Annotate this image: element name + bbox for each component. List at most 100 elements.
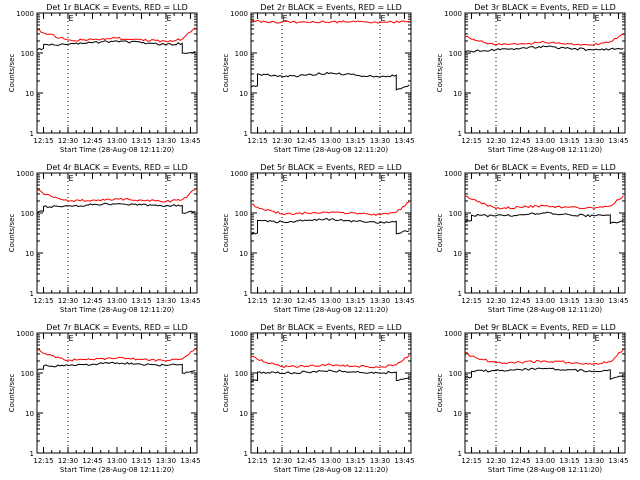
x-tick-label: 13:30: [584, 297, 604, 305]
x-axis-label: Start Time (28-Aug-08 12:11:20): [60, 466, 174, 474]
detector-panel: Det 4r BLACK = Events, RED = LLD 1 10 100 10…: [8, 163, 201, 314]
y-tick-label: 10: [239, 90, 248, 98]
event-marker-label: E: [496, 334, 501, 343]
events-series-line: [36, 202, 196, 214]
y-axis-label: Counts/sec: [8, 54, 16, 93]
x-tick-label: 12:15: [33, 137, 53, 145]
y-tick-label: 1: [458, 290, 462, 298]
x-tick-label: 13:30: [584, 137, 604, 145]
x-tick-label: 13:45: [608, 137, 628, 145]
y-axis-label: Counts/sec: [436, 214, 444, 253]
x-tick-label: 13:45: [180, 297, 200, 305]
x-tick-label: 12:30: [486, 457, 506, 465]
x-tick-label: 12:15: [33, 457, 53, 465]
event-marker-label: E: [496, 14, 501, 23]
x-tick-label: 13:00: [535, 137, 555, 145]
y-tick-label: 10: [239, 250, 248, 258]
x-tick-label: 12:45: [82, 457, 102, 465]
x-tick-label: 13:45: [394, 297, 414, 305]
panel-title: Det 9r BLACK = Events, RED = LLD: [474, 323, 616, 332]
plot-frame: [36, 332, 198, 454]
lld-series-line: [464, 34, 624, 46]
events-series-line: [36, 40, 196, 54]
events-series-line: [250, 369, 410, 383]
y-tick-label: 100: [235, 370, 248, 378]
x-tick-label: 13:15: [345, 457, 365, 465]
x-tick-label: 12:30: [272, 297, 292, 305]
x-tick-label: 13:45: [608, 297, 628, 305]
panel-title: Det 8r BLACK = Events, RED = LLD: [260, 323, 402, 332]
x-tick-label: 13:45: [608, 457, 628, 465]
x-axis-label: Start Time (28-Aug-08 12:11:20): [488, 466, 602, 474]
x-tick-label: 12:30: [58, 137, 78, 145]
y-axis-label: Counts/sec: [222, 54, 230, 93]
y-tick-label: 100: [449, 50, 462, 58]
lld-series-line: [250, 354, 410, 369]
plot-frame: [250, 332, 412, 454]
detector-panel: Det 8r BLACK = Events, RED = LLD 1 10 100 10…: [222, 323, 415, 474]
event-marker-label: E: [166, 334, 171, 343]
y-tick-label: 1000: [230, 170, 248, 178]
x-tick-label: 13:00: [321, 137, 341, 145]
x-axis-label: Start Time (28-Aug-08 12:11:20): [60, 306, 174, 314]
y-tick-label: 1: [244, 450, 248, 458]
y-tick-label: 10: [239, 410, 248, 418]
y-axis-label: Counts/sec: [8, 374, 16, 413]
x-tick-label: 13:15: [131, 297, 151, 305]
y-tick-label: 1: [458, 130, 462, 138]
panel-title: Det 7r BLACK = Events, RED = LLD: [46, 323, 188, 332]
y-tick-label: 100: [21, 210, 34, 218]
y-tick-label: 10: [25, 250, 34, 258]
lld-series-line: [250, 201, 410, 217]
event-marker-label: E: [380, 334, 385, 343]
event-marker-label: E: [166, 174, 171, 183]
plot-frame: [36, 12, 198, 134]
x-tick-label: 12:45: [510, 137, 530, 145]
x-tick-label: 13:30: [370, 137, 390, 145]
x-tick-label: 13:00: [321, 457, 341, 465]
x-axis-label: Start Time (28-Aug-08 12:11:20): [488, 306, 602, 314]
y-tick-label: 1: [458, 450, 462, 458]
x-tick-label: 13:30: [156, 457, 176, 465]
x-tick-label: 13:15: [559, 297, 579, 305]
x-axis-label: Start Time (28-Aug-08 12:11:20): [274, 466, 388, 474]
y-tick-label: 10: [453, 250, 462, 258]
x-tick-label: 13:30: [156, 137, 176, 145]
y-axis-label: Counts/sec: [222, 374, 230, 413]
x-axis-label: Start Time (28-Aug-08 12:11:20): [274, 306, 388, 314]
detector-panel: Det 6r BLACK = Events, RED = LLD 1 10 100 10…: [436, 163, 629, 314]
panel-title: Det 2r BLACK = Events, RED = LLD: [260, 3, 402, 12]
plot-frame: [36, 172, 198, 294]
x-tick-label: 13:00: [107, 137, 127, 145]
x-tick-label: 13:15: [559, 137, 579, 145]
events-series-line: [464, 211, 624, 225]
plot-frame: [250, 172, 412, 294]
x-tick-label: 13:15: [131, 137, 151, 145]
x-tick-label: 12:15: [247, 297, 267, 305]
lld-series-line: [36, 27, 196, 43]
plot-frame: [464, 172, 626, 294]
y-tick-label: 10: [453, 410, 462, 418]
detector-panel: Det 2r BLACK = Events, RED = LLD 1 10 100 10…: [222, 3, 415, 154]
event-marker-label: E: [68, 174, 73, 183]
y-axis-label: Counts/sec: [222, 214, 230, 253]
y-tick-label: 10: [25, 410, 34, 418]
x-tick-label: 13:15: [345, 137, 365, 145]
x-tick-label: 13:30: [584, 457, 604, 465]
x-tick-label: 13:00: [321, 297, 341, 305]
x-tick-label: 13:45: [394, 457, 414, 465]
panel-title: Det 6r BLACK = Events, RED = LLD: [474, 163, 616, 172]
y-tick-label: 100: [449, 370, 462, 378]
x-tick-label: 12:45: [296, 137, 316, 145]
x-tick-label: 13:15: [131, 457, 151, 465]
y-axis-label: Counts/sec: [436, 374, 444, 413]
event-marker-label: E: [282, 14, 287, 23]
y-tick-label: 1000: [444, 330, 462, 338]
lld-series-line: [250, 19, 410, 24]
y-tick-label: 100: [21, 370, 34, 378]
x-tick-label: 12:45: [82, 137, 102, 145]
x-tick-label: 13:45: [394, 137, 414, 145]
y-axis-label: Counts/sec: [8, 214, 16, 253]
x-tick-label: 12:45: [296, 457, 316, 465]
